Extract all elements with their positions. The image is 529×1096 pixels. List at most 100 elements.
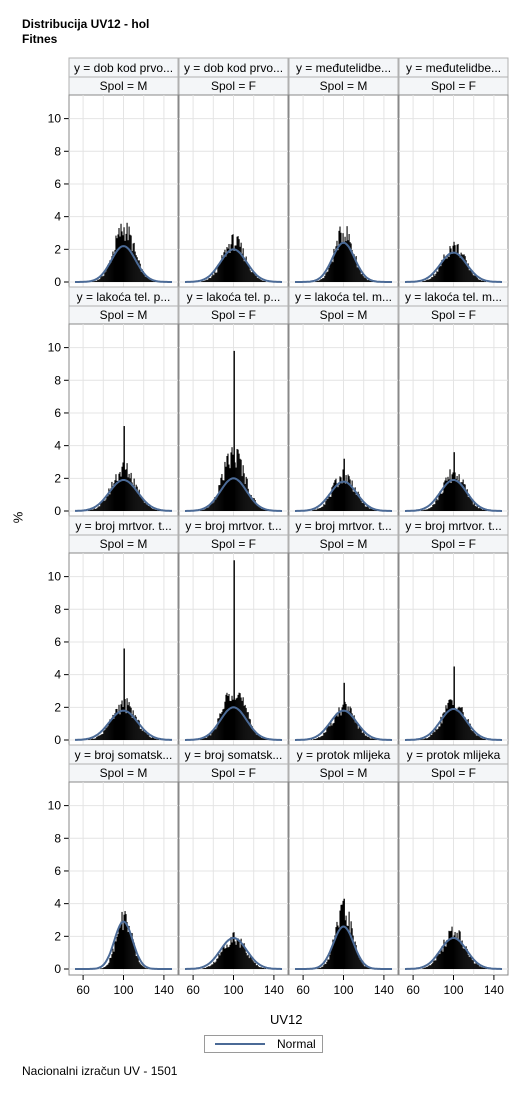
histogram-bar [318,280,320,282]
histogram-bar [442,713,444,740]
y-tick-label: 8 [54,831,61,845]
histogram-bar [249,494,251,511]
histogram-bar [457,243,459,282]
histogram-bar [344,920,346,969]
histogram-bar [445,477,447,511]
histogram-bar [354,487,356,511]
histogram-bar [369,508,371,511]
histogram-bar [432,732,434,740]
histogram-bar [226,247,228,282]
histogram-bar [317,280,319,282]
histogram-bar [431,734,433,740]
histogram-bar [314,509,316,511]
histogram-bar [350,708,352,740]
histogram-bar [320,279,322,282]
histogram-bar [220,477,222,511]
histogram-bar [117,712,119,740]
histogram-bar [149,279,151,282]
histogram-bar [206,507,208,511]
histogram-bar [331,487,333,511]
histogram-bar [237,938,239,969]
histogram-bar [441,723,443,740]
histogram-bar [125,914,127,969]
histogram-bar [336,921,338,969]
histogram-bar [470,498,472,511]
histogram-bar [136,257,138,282]
histogram-bar [323,965,325,969]
histogram-bar [145,275,147,282]
histogram-bar [147,505,149,511]
panel-label: y = protok mlijeka [297,748,391,762]
y-tick-label: 2 [54,929,61,943]
histogram-bar [468,494,470,511]
y-tick-label: 0 [54,275,61,289]
histogram-bar [423,510,425,511]
histogram-bar [475,506,477,511]
histogram-bar [129,706,131,740]
histogram-bar [430,965,432,969]
histogram-bar [433,960,435,969]
histogram-bar [211,733,213,740]
histogram-bar [109,957,111,969]
histogram-bar [477,508,479,511]
histogram-bar [445,946,447,969]
histogram-bar [242,946,244,969]
histogram-bar [426,738,428,740]
histogram-bar [242,465,244,511]
histogram-bar [429,279,431,282]
histogram-bar [235,467,237,511]
subtitle-line: Fitnes [22,32,58,46]
histogram-bar [344,236,346,282]
histogram-bar [327,271,329,282]
histogram-bar [132,485,134,511]
histogram-bar [142,729,144,740]
histogram-bar [446,258,448,282]
histogram-bar [105,499,107,511]
histogram-bar [254,962,256,969]
histogram-bar [440,266,442,282]
histogram-bar [230,701,232,740]
histogram-bar [216,272,218,282]
histogram-bar [264,739,266,740]
histogram-bar [243,261,245,282]
x-tick-label: 100 [443,983,463,997]
histogram-bar [132,710,134,740]
histogram-bar [318,508,320,511]
histogram-bar [222,709,224,740]
histogram-bar [149,737,151,740]
histogram-bar [319,280,321,282]
histogram-bar [329,726,331,740]
histogram-bar [142,271,144,282]
histogram-bar [250,724,252,740]
panel-label: y = međutelidbe... [406,61,501,75]
histogram-bar [446,708,448,740]
histogram-bar [332,723,334,740]
histogram-bar [477,279,479,282]
histogram-bar [328,724,330,740]
histogram-bar [121,911,123,969]
histogram-bar [100,503,102,511]
histogram-bar [354,722,356,740]
histogram-bar [227,947,229,969]
panel-label: y = lakoća tel. m... [405,290,502,304]
histogram-bar [330,720,332,740]
histogram-bar [250,957,252,969]
histogram-bar [325,732,327,740]
histogram-bar [439,726,441,740]
histogram-bar [424,509,426,511]
histogram-bar [478,966,480,969]
histogram-bar [461,940,463,969]
histogram-bar [124,469,126,511]
histogram-bar [110,721,112,740]
histogram-bar [444,712,446,740]
histogram-bar [470,729,472,740]
histogram-spike-bar [453,452,455,511]
histogram-bar [212,503,214,511]
histogram-bar [357,954,359,969]
histogram-bar [205,737,207,740]
histogram-bar [115,941,117,969]
panel-label: y = lakoća tel. m... [295,290,392,304]
histogram-bar [254,275,256,282]
histogram-bar [245,952,247,969]
histogram-bar [479,737,481,740]
